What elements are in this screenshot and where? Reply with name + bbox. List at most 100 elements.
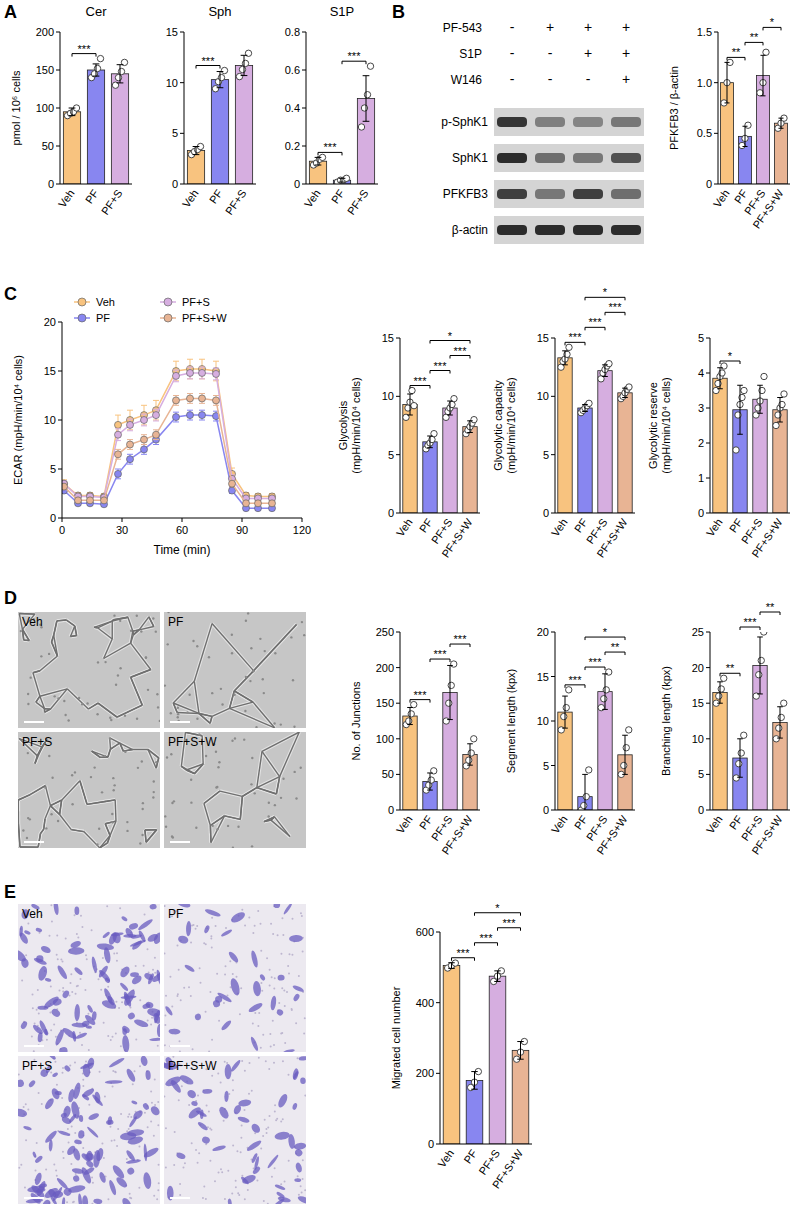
pore (154, 972, 156, 974)
y-tick-label: 0.5 (697, 127, 712, 139)
error-bar (622, 735, 628, 774)
cell (164, 1005, 174, 1016)
significance-label: *** (744, 616, 758, 628)
cell (277, 975, 284, 981)
tube (70, 635, 76, 637)
pore (183, 987, 185, 989)
tube (98, 703, 117, 717)
cell (216, 828, 218, 830)
y-tick (706, 810, 710, 811)
pore (261, 990, 263, 992)
cell (91, 1093, 104, 1107)
y-tick (436, 932, 440, 933)
cell (142, 1102, 150, 1111)
y-axis-label: Glycolytic capacity (492, 380, 504, 471)
cell (168, 1028, 180, 1034)
tube-halo (110, 743, 119, 749)
x-axis (555, 513, 635, 514)
y-tick-label: 0 (172, 178, 178, 190)
cell (289, 935, 303, 943)
pore (51, 921, 53, 923)
data-point (761, 373, 767, 379)
image-label: PF (168, 907, 183, 921)
pore (211, 1075, 213, 1077)
tube-halo (71, 830, 84, 832)
tube-halo (173, 681, 194, 703)
pore (66, 1201, 68, 1203)
pore (192, 1048, 194, 1050)
y-tick-label: 5 (698, 768, 704, 780)
pore (91, 1177, 93, 1179)
cell (263, 692, 265, 694)
tube (84, 832, 100, 848)
cell (303, 634, 305, 636)
pore (158, 1164, 160, 1166)
significance-label: *** (589, 316, 603, 328)
micrograph-bg (18, 1056, 160, 1204)
background (0, 0, 796, 1228)
pore (153, 1135, 155, 1137)
tube-halo (131, 670, 151, 678)
y-tick-label: 0 (50, 512, 56, 524)
cell (97, 661, 99, 663)
tube (112, 621, 113, 639)
tube (92, 751, 108, 757)
tube (105, 824, 110, 836)
cell (44, 786, 46, 788)
tube-halo (257, 788, 277, 794)
data-point (367, 63, 373, 69)
tube (224, 816, 240, 819)
tube-halo (220, 791, 242, 796)
cell (292, 679, 294, 681)
marker (127, 456, 134, 463)
x-axis (710, 810, 790, 811)
image-label: Veh (22, 907, 43, 921)
pore (298, 1194, 300, 1196)
micrograph: Veh (11, 900, 167, 1056)
cell (60, 1112, 68, 1119)
micrograph: PF+S (13, 1052, 162, 1211)
marker (75, 497, 82, 504)
data-point (358, 124, 364, 130)
tube (44, 819, 45, 829)
treatment-sign: + (584, 19, 592, 35)
pore (144, 1112, 146, 1114)
y-tick-label: 10 (692, 733, 704, 745)
treatment-sign: - (586, 71, 591, 87)
cell (273, 722, 275, 724)
error-bar (777, 398, 783, 423)
pore (273, 1044, 275, 1046)
y-tick (706, 443, 710, 444)
y-tick (396, 396, 400, 397)
error-bar (760, 55, 765, 96)
tube-halo (50, 806, 59, 815)
tube (173, 681, 194, 703)
cell (229, 977, 241, 996)
y-tick (706, 632, 710, 633)
blot-band (573, 189, 603, 199)
treatment-sign: + (546, 19, 554, 35)
panel-label: E (4, 882, 16, 902)
data-point (411, 701, 417, 707)
cell (250, 647, 252, 649)
y-tick (396, 338, 400, 339)
data-point (97, 55, 103, 61)
data-point (364, 92, 370, 98)
pore (58, 990, 60, 992)
pore (180, 999, 182, 1001)
cell (205, 755, 207, 757)
x-tick-label: Veh (394, 813, 415, 835)
y-tick (302, 70, 306, 71)
tube (114, 617, 128, 619)
y-axis (710, 632, 711, 810)
tube (45, 709, 51, 712)
tube-halo (54, 621, 57, 635)
pore (208, 1050, 210, 1052)
x-tick-label: PF (207, 187, 225, 206)
y-tick (706, 478, 710, 479)
tube-halo (92, 751, 108, 757)
pore (138, 1187, 140, 1189)
significance-label: *** (348, 50, 362, 62)
blot-band (611, 153, 641, 163)
plot-area (713, 363, 787, 513)
